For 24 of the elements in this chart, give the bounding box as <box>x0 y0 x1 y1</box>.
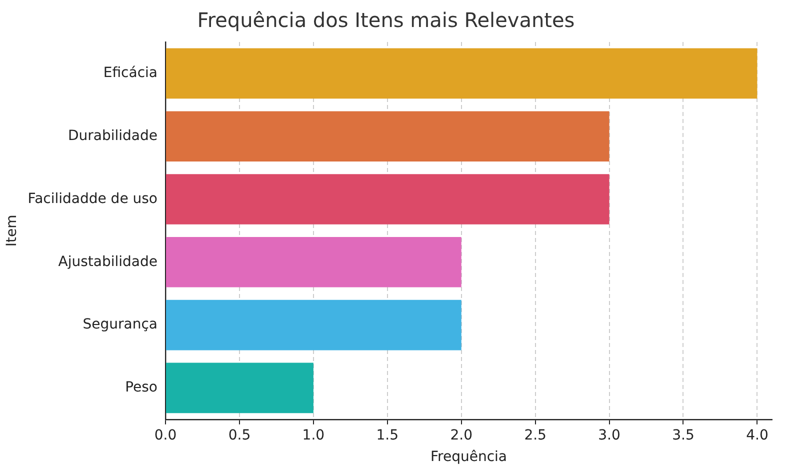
x-tick-label: 2.0 <box>450 427 472 444</box>
x-tick-label: 4.0 <box>746 427 768 444</box>
x-tick-label: 0.5 <box>228 427 251 444</box>
chart-title: Frequência dos Itens mais Relevantes <box>197 8 575 32</box>
bar <box>166 300 462 350</box>
y-tick-label: Peso <box>125 380 158 396</box>
y-tick-label: Segurança <box>82 316 158 333</box>
x-axis-title: Frequência <box>430 449 508 466</box>
x-tick-label: 2.5 <box>524 427 546 444</box>
x-tick-label: 3.5 <box>672 427 694 444</box>
bar <box>166 111 610 162</box>
y-tick-label: Ajustabilidade <box>58 254 158 270</box>
bar <box>166 362 314 414</box>
x-tick-label: 3.0 <box>598 427 620 444</box>
x-tick-label: 0.0 <box>154 427 177 444</box>
y-tick-label: Durabilidade <box>68 128 158 144</box>
x-tick-label: 1.0 <box>302 427 325 444</box>
bar <box>166 236 462 288</box>
y-tick-label: Eficácia <box>103 65 158 82</box>
y-tick-label: Facilidadde de uso <box>28 190 158 207</box>
y-axis-title: Item <box>4 214 20 247</box>
x-tick-label: 1.5 <box>376 427 399 444</box>
bar <box>166 48 758 99</box>
bar <box>166 174 610 224</box>
